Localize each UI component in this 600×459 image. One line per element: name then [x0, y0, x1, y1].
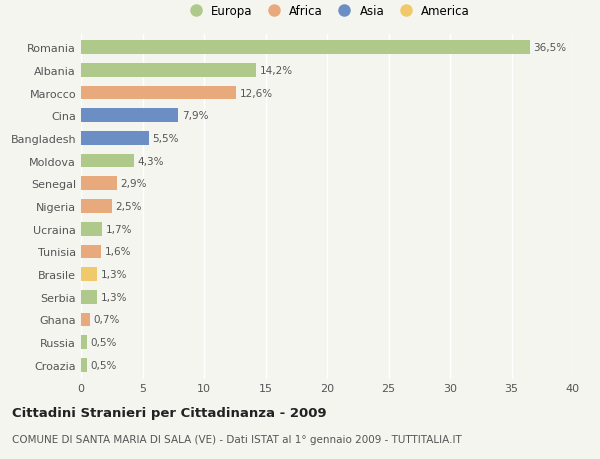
- Bar: [81, 41, 530, 55]
- Bar: [81, 336, 87, 349]
- Text: 5,5%: 5,5%: [152, 134, 179, 144]
- Bar: [81, 223, 102, 236]
- Text: 36,5%: 36,5%: [533, 43, 567, 53]
- Text: 4,3%: 4,3%: [137, 156, 164, 166]
- Text: 1,3%: 1,3%: [101, 292, 127, 302]
- Legend: Europa, Africa, Asia, America: Europa, Africa, Asia, America: [179, 1, 475, 23]
- Bar: [81, 313, 89, 327]
- Bar: [81, 358, 87, 372]
- Bar: [81, 64, 256, 78]
- Text: 7,9%: 7,9%: [182, 111, 208, 121]
- Bar: [81, 200, 112, 213]
- Text: 0,5%: 0,5%: [91, 337, 117, 347]
- Text: 14,2%: 14,2%: [259, 66, 292, 76]
- Text: 1,3%: 1,3%: [101, 269, 127, 280]
- Bar: [81, 177, 116, 190]
- Text: Cittadini Stranieri per Cittadinanza - 2009: Cittadini Stranieri per Cittadinanza - 2…: [12, 406, 326, 419]
- Bar: [81, 268, 97, 281]
- Text: 1,7%: 1,7%: [106, 224, 132, 234]
- Text: 1,6%: 1,6%: [104, 247, 131, 257]
- Bar: [81, 86, 236, 100]
- Text: COMUNE DI SANTA MARIA DI SALA (VE) - Dati ISTAT al 1° gennaio 2009 - TUTTITALIA.: COMUNE DI SANTA MARIA DI SALA (VE) - Dat…: [12, 434, 462, 444]
- Text: 0,5%: 0,5%: [91, 360, 117, 370]
- Bar: [81, 155, 134, 168]
- Text: 2,9%: 2,9%: [121, 179, 147, 189]
- Text: 2,5%: 2,5%: [115, 202, 142, 212]
- Text: 12,6%: 12,6%: [239, 88, 273, 98]
- Bar: [81, 132, 149, 146]
- Bar: [81, 245, 101, 258]
- Text: 0,7%: 0,7%: [94, 315, 119, 325]
- Bar: [81, 109, 178, 123]
- Bar: [81, 291, 97, 304]
